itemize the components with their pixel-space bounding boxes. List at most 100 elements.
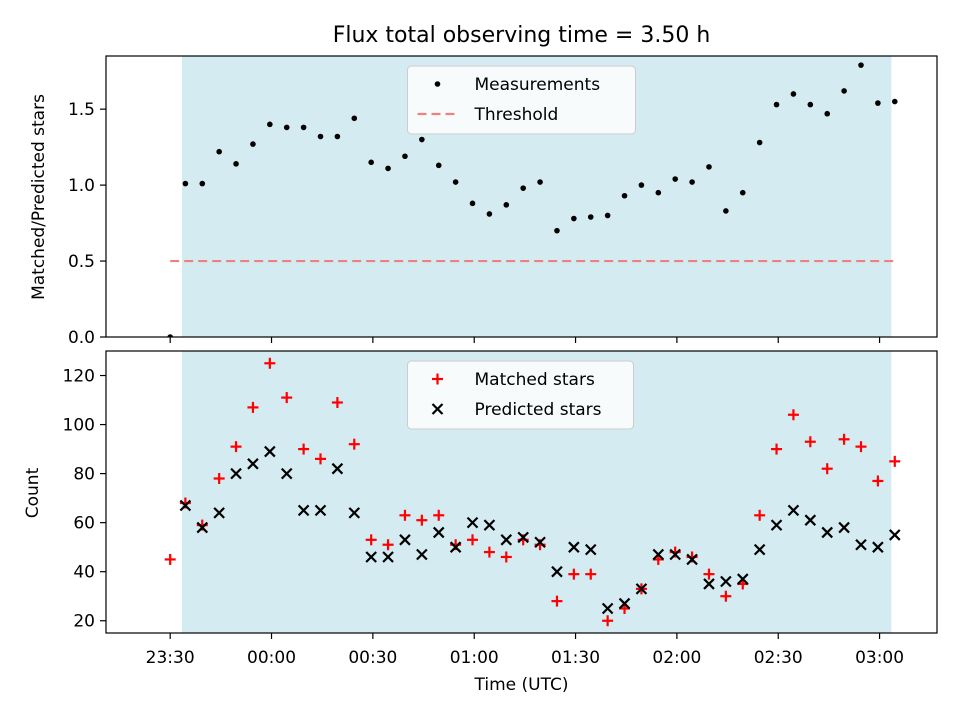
matched-star-point (804, 436, 816, 448)
predicted-star-point (297, 504, 310, 517)
measurement-point (807, 101, 814, 108)
bottom-legend: Matched stars Predicted stars (407, 360, 634, 430)
x-tick-label: 00:30 (348, 648, 397, 668)
predicted-star-point (466, 516, 479, 529)
measurement-point (435, 162, 442, 169)
matched-star-point (821, 463, 833, 475)
x-tick-label: 01:30 (551, 648, 600, 668)
matched-star-point (568, 568, 580, 580)
measurement-point (199, 180, 206, 187)
predicted-star-point (365, 551, 377, 563)
measurement-point (537, 179, 543, 185)
measurement-point (233, 161, 239, 167)
measurement-point (723, 208, 729, 214)
predicted-star-point (652, 548, 665, 561)
legend-measurements-marker (434, 81, 441, 87)
measurement-point (334, 133, 341, 140)
matched-star-point (315, 453, 327, 465)
measurement-point (689, 179, 695, 185)
legend-label: Threshold (474, 105, 559, 125)
x-tick-label: 03:00 (855, 648, 904, 668)
top-legend: Measurements Threshold (407, 65, 636, 135)
measurement-point (739, 189, 746, 196)
predicted-star-point (551, 565, 563, 578)
predicted-star-point (264, 445, 276, 458)
measurement-point (385, 165, 391, 172)
matched-star-point (787, 409, 799, 421)
measurement-point (790, 91, 797, 97)
measurement-point (317, 133, 324, 140)
measurement-point (283, 124, 290, 131)
top-legend-box (407, 65, 636, 135)
measurement-point (706, 164, 712, 170)
top-y-tick-label: 0.0 (68, 328, 95, 348)
measurement-point (486, 211, 493, 217)
matched-star-point (230, 441, 242, 453)
matched-star-point (213, 473, 225, 485)
top-y-tick-label: 1.5 (68, 100, 95, 120)
measurement-point (554, 227, 560, 234)
matched-star-point (399, 509, 411, 521)
measurement-point (824, 110, 831, 117)
matched-star-point (247, 401, 259, 413)
measurement-point (452, 179, 459, 185)
predicted-star-point (804, 514, 817, 526)
predicted-star-point (230, 467, 242, 480)
x-tick-label: 02:00 (652, 648, 701, 668)
measurement-point (858, 62, 864, 68)
matched-star-point (855, 441, 867, 453)
predicted-star-point (753, 543, 766, 556)
predicted-star-point (500, 534, 513, 546)
predicted-star-point (196, 521, 209, 534)
predicted-star-point (703, 578, 715, 590)
legend-predicted-marker (431, 403, 444, 415)
measurement-point (351, 115, 358, 122)
matched-star-point (703, 568, 715, 580)
top-y-tick-label: 0.5 (68, 252, 95, 272)
top-panel: 0.0 0.5 1.0 1.5 Measurements Threshold (68, 55, 938, 348)
matched-star-point (754, 509, 766, 521)
measurement-point (773, 101, 780, 108)
x-tick-label: 00:00 (247, 648, 296, 668)
measurement-point (621, 192, 628, 199)
measurement-point (267, 121, 273, 128)
measurement-point (182, 180, 189, 187)
top-axes-frame (105, 55, 938, 338)
predicted-star-point (568, 541, 580, 553)
measurement-point (503, 202, 510, 208)
predicted-star-point (314, 504, 327, 517)
x-tick-label: 01:00 (450, 648, 499, 668)
measurement-point (300, 124, 307, 131)
bottom-y-tick-label: 100 (63, 416, 95, 436)
predicted-star-point (872, 541, 884, 553)
matched-star-point (348, 438, 360, 450)
matched-star-point (164, 553, 176, 565)
legend-label: Measurements (475, 75, 601, 95)
bottom-y-tick-label: 80 (73, 465, 95, 485)
measurement-point (655, 189, 662, 196)
legend-label: Matched stars (475, 370, 595, 390)
predicted-star-point (635, 583, 648, 595)
predicted-star-point (720, 575, 732, 588)
predicted-star-point (432, 526, 445, 539)
measurement-point (604, 212, 611, 219)
legend-label: Predicted stars (475, 400, 602, 420)
predicted-star-point (179, 499, 192, 512)
top-plot-area (167, 62, 898, 337)
predicted-star-point (584, 543, 597, 556)
x-axis-label: Time (UTC) (474, 675, 569, 695)
matched-star-point (382, 539, 394, 551)
matched-star-point (585, 568, 597, 580)
predicted-star-point (855, 538, 867, 551)
predicted-star-point (686, 553, 698, 566)
measurement-point (638, 182, 645, 188)
matched-star-point (264, 357, 276, 369)
measurement-point (672, 176, 679, 182)
bottom-axes-frame (105, 350, 938, 634)
measurement-point (167, 334, 173, 337)
top-y-tick-label: 1.0 (68, 176, 95, 196)
matched-star-point (771, 443, 783, 455)
legend-matched-marker (432, 373, 443, 385)
predicted-star-point (399, 534, 411, 546)
